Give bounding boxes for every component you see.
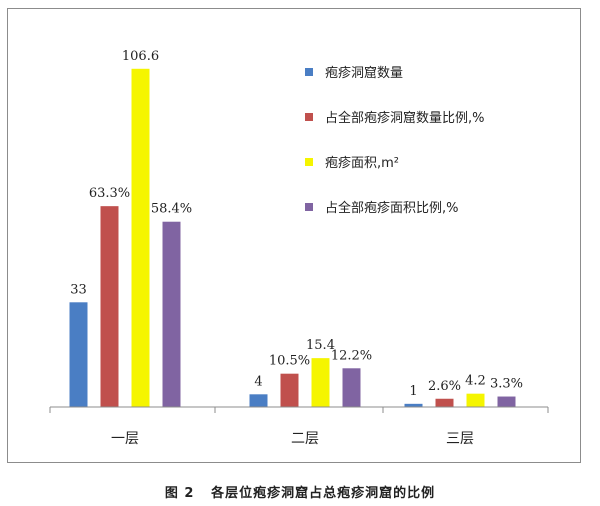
value-label-2-4: 12.2%: [331, 348, 372, 363]
legend-label-2: 占全部疱疹洞窟数量比例,%: [325, 110, 485, 126]
bar-1-3: [131, 68, 150, 408]
figure-title: 各层位疱疹洞窟占总疱疹洞窟的比例: [211, 486, 436, 501]
figure-caption: 图 2 各层位疱疹洞窟占总疱疹洞窟的比例: [0, 482, 600, 501]
bar-2-1: [249, 394, 268, 407]
bar-3-2: [435, 398, 454, 407]
value-label-3-3: 4.2: [465, 374, 486, 389]
bar-2-2: [280, 373, 299, 407]
bar-3-1: [404, 403, 423, 407]
legend-label-3: 疱疹面积,m²: [325, 155, 399, 171]
legend-swatch-3: [305, 158, 313, 166]
legend-label-1: 疱疹洞窟数量: [325, 65, 403, 81]
value-label-2-3: 15.4: [306, 338, 335, 353]
value-label-1-4: 58.4%: [151, 202, 192, 217]
legend-swatch-1: [305, 68, 313, 76]
legend-swatch-2: [305, 113, 313, 121]
category-label-3: 三层: [446, 431, 474, 447]
bar-3-3: [466, 393, 485, 407]
bar-1-1: [69, 302, 88, 407]
legend-swatch-4: [305, 203, 313, 211]
bars-layer: [69, 68, 516, 408]
value-label-3-4: 3.3%: [490, 377, 523, 392]
bar-2-3: [311, 358, 330, 407]
category-label-2: 二层: [291, 431, 319, 447]
bar-chart: 33 63.3% 106.6 58.4% 4 10.5%15.412.2% 1 2.6% 4.2…: [49, 49, 549, 447]
figure-number: 图 2: [164, 486, 195, 501]
value-label-1-3: 106.6: [122, 49, 159, 64]
bar-1-4: [162, 221, 181, 407]
bar-3-4: [497, 396, 516, 407]
value-label-1-2: 63.3%: [89, 186, 130, 201]
value-label-1-1: 33: [70, 282, 87, 297]
legend-label-4: 占全部疱疹面积比例,%: [325, 200, 459, 216]
category-label-1: 一层: [111, 431, 139, 447]
value-label-2-2: 10.5%: [269, 354, 310, 369]
value-label-2-1: 4: [254, 374, 262, 389]
value-label-3-1: 1: [409, 384, 417, 399]
value-label-3-2: 2.6%: [428, 379, 461, 394]
x-axis: 一层 二层 三层: [49, 406, 549, 447]
bar-1-2: [100, 206, 119, 407]
bar-2-4: [342, 368, 361, 407]
value-labels-layer: 33 63.3% 106.6 58.4% 4 10.5%15.412.2% 1 2.6% 4.2…: [70, 49, 523, 399]
